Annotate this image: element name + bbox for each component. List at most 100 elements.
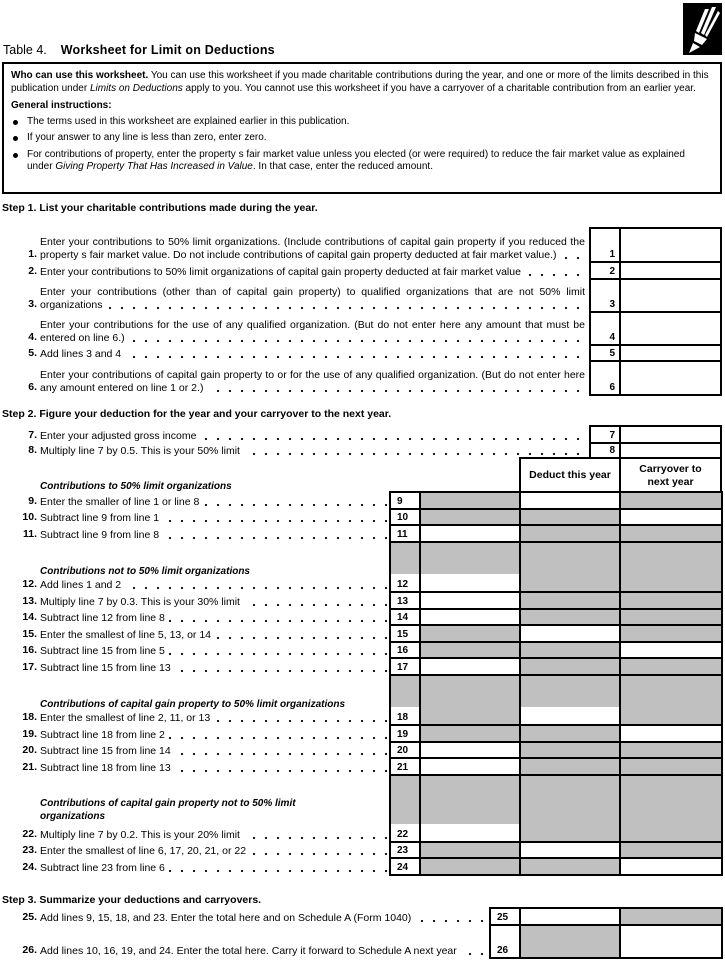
amount-field-line-26[interactable] bbox=[619, 924, 723, 959]
line-number: 11. bbox=[22, 528, 37, 540]
line-box-number: 18 bbox=[389, 674, 422, 726]
column-header-carryover: Carryover to next year bbox=[619, 457, 722, 494]
section-subheading: Contributions of capital gain property t… bbox=[40, 699, 346, 710]
line-box-number: 24 bbox=[389, 857, 422, 876]
line-number: 7. bbox=[28, 429, 37, 441]
line-number: 20. bbox=[22, 744, 37, 756]
line-number: 6. bbox=[28, 381, 37, 393]
amount-field-line-12[interactable] bbox=[419, 541, 521, 593]
amount-field-line-24[interactable] bbox=[619, 857, 723, 876]
line-instruction: Subtract line 12 from line 8 bbox=[40, 611, 387, 624]
line-number: 15. bbox=[22, 628, 37, 640]
amount-field-line-6[interactable] bbox=[619, 360, 722, 396]
amount-field-line-3[interactable] bbox=[619, 278, 722, 313]
who-can-use-heading: Who can use this worksheet. bbox=[11, 70, 149, 81]
line-instruction: Subtract line 18 from line 2 bbox=[40, 728, 387, 741]
amount-field-line-1[interactable] bbox=[619, 227, 722, 263]
line-text: Enter the smallest of line 5, 13, or 14 bbox=[40, 628, 216, 641]
column-header-deduct: Deduct this year bbox=[519, 457, 621, 494]
line-instruction: Subtract line 23 from line 6 bbox=[40, 861, 387, 874]
line-text: Add lines 9, 15, 18, and 23. Enter the t… bbox=[40, 911, 416, 924]
line-number: 9. bbox=[28, 495, 37, 507]
section-subheading: Contributions of capital gain property n… bbox=[40, 798, 296, 822]
line-text: Enter your contributions of capital gain… bbox=[40, 369, 585, 394]
shaded-cell bbox=[519, 774, 621, 843]
line-number: 22. bbox=[22, 828, 37, 840]
line-number: 4. bbox=[28, 331, 37, 343]
line-text: Subtract line 9 from line 1 bbox=[40, 511, 164, 524]
line-text: Subtract line 15 from line 13 bbox=[40, 661, 175, 674]
line-number: 16. bbox=[22, 644, 37, 656]
amount-field-line-22[interactable] bbox=[419, 774, 521, 843]
amount-field-line-18[interactable] bbox=[519, 674, 621, 726]
line-text: Multiply line 7 by 0.5. This is your 50%… bbox=[40, 444, 244, 457]
line-instruction: Enter your contributions of capital gain… bbox=[40, 369, 585, 394]
line-text: Enter the smaller of line 1 or line 8 bbox=[40, 495, 204, 508]
line-text: Subtract line 23 from line 6 bbox=[40, 861, 169, 874]
line-instruction: Subtract line 9 from line 1 bbox=[40, 511, 387, 524]
shaded-cell bbox=[519, 924, 621, 959]
line-number: 17. bbox=[22, 661, 37, 673]
bullet-italic-text: Giving Property That Has Increased in Va… bbox=[55, 161, 253, 172]
line-instruction: Add lines 1 and 2 bbox=[40, 578, 387, 591]
line-text: Subtract line 18 from line 2 bbox=[40, 728, 169, 741]
shaded-cell bbox=[419, 857, 521, 876]
who-can-use-text: You can use this worksheet if you made c… bbox=[11, 70, 709, 94]
section-subheading: Contributions not to 50% limit organizat… bbox=[40, 566, 250, 577]
line-instruction: Multiply line 7 by 0.2. This is your 20%… bbox=[40, 828, 387, 841]
step-1-heading: Step 1. List your charitable contributio… bbox=[2, 202, 318, 214]
line-box-number: 1 bbox=[589, 227, 622, 263]
step-2-heading: Step 2. Figure your deduction for the ye… bbox=[2, 408, 392, 420]
line-instruction: Add lines 10, 16, 19, and 24. Enter the … bbox=[40, 944, 487, 957]
instructions-box: Who can use this worksheet. You can use … bbox=[2, 62, 722, 194]
line-text: Enter your adjusted gross income bbox=[40, 429, 201, 442]
shaded-cell bbox=[619, 774, 723, 843]
amount-field-line-8[interactable] bbox=[619, 442, 722, 459]
line-box-number: 3 bbox=[589, 278, 622, 313]
shaded-cell bbox=[519, 541, 621, 593]
line-box-number: 8 bbox=[589, 442, 622, 459]
instruction-bullet: For contributions of property, enter the… bbox=[11, 149, 713, 174]
line-number: 24. bbox=[22, 861, 37, 873]
line-text: Subtract line 15 from line 14 bbox=[40, 744, 175, 757]
line-instruction: Subtract line 15 from line 13 bbox=[40, 661, 387, 674]
line-text: Multiply line 7 by 0.2. This is your 20%… bbox=[40, 828, 244, 841]
line-number: 12. bbox=[22, 578, 37, 590]
line-instruction: Add lines 3 and 4 bbox=[40, 347, 585, 360]
line-number: 14. bbox=[22, 611, 37, 623]
line-box-number: 4 bbox=[589, 311, 622, 346]
shaded-cell bbox=[619, 541, 723, 593]
line-box-number: 12 bbox=[389, 541, 422, 593]
line-box-number: 22 bbox=[389, 774, 422, 843]
bullet-text-end: . In that case, enter the reduced amount… bbox=[252, 161, 433, 172]
shaded-cell bbox=[519, 857, 621, 876]
line-instruction: Enter the smaller of line 1 or line 8 bbox=[40, 495, 387, 508]
instruction-bullet: If your answer to any line is less than … bbox=[11, 132, 713, 145]
line-number: 3. bbox=[28, 298, 37, 310]
line-instruction: Subtract line 15 from line 5 bbox=[40, 644, 387, 657]
line-text: Enter your contributions to 50% limit or… bbox=[40, 236, 585, 261]
line-text: Subtract line 12 from line 8 bbox=[40, 611, 169, 624]
line-instruction: Enter the smallest of line 2, 11, or 13 bbox=[40, 711, 387, 724]
line-instruction: Subtract line 18 from line 13 bbox=[40, 761, 387, 774]
line-instruction: Enter your contributions to 50% limit or… bbox=[40, 236, 585, 261]
line-instruction: Subtract line 9 from line 8 bbox=[40, 528, 387, 541]
line-number: 13. bbox=[22, 595, 37, 607]
line-text: Enter the smallest of line 6, 17, 20, 21… bbox=[40, 844, 251, 857]
line-instruction: Enter the smallest of line 5, 13, or 14 bbox=[40, 628, 387, 641]
line-text: Subtract line 18 from line 13 bbox=[40, 761, 175, 774]
line-instruction: Enter your adjusted gross income bbox=[40, 429, 585, 442]
line-instruction: Enter your contributions (other than of … bbox=[40, 286, 585, 311]
shaded-cell bbox=[619, 674, 723, 726]
line-instruction: Enter the smallest of line 6, 17, 20, 21… bbox=[40, 844, 387, 857]
line-instruction: Enter your contributions to 50% limit or… bbox=[40, 265, 585, 278]
line-text: Add lines 10, 16, 19, and 24. Enter the … bbox=[40, 944, 461, 957]
line-text: Subtract line 9 from line 8 bbox=[40, 528, 164, 541]
amount-field-line-4[interactable] bbox=[619, 311, 722, 346]
section-subheading: Contributions to 50% limit organizations bbox=[40, 481, 232, 492]
who-can-use: Who can use this worksheet. You can use … bbox=[11, 70, 713, 95]
general-instructions-heading: General instructions: bbox=[11, 100, 112, 111]
line-number: 26. bbox=[22, 944, 37, 956]
line-number: 1. bbox=[28, 248, 37, 260]
line-text: Subtract line 15 from line 5 bbox=[40, 644, 169, 657]
